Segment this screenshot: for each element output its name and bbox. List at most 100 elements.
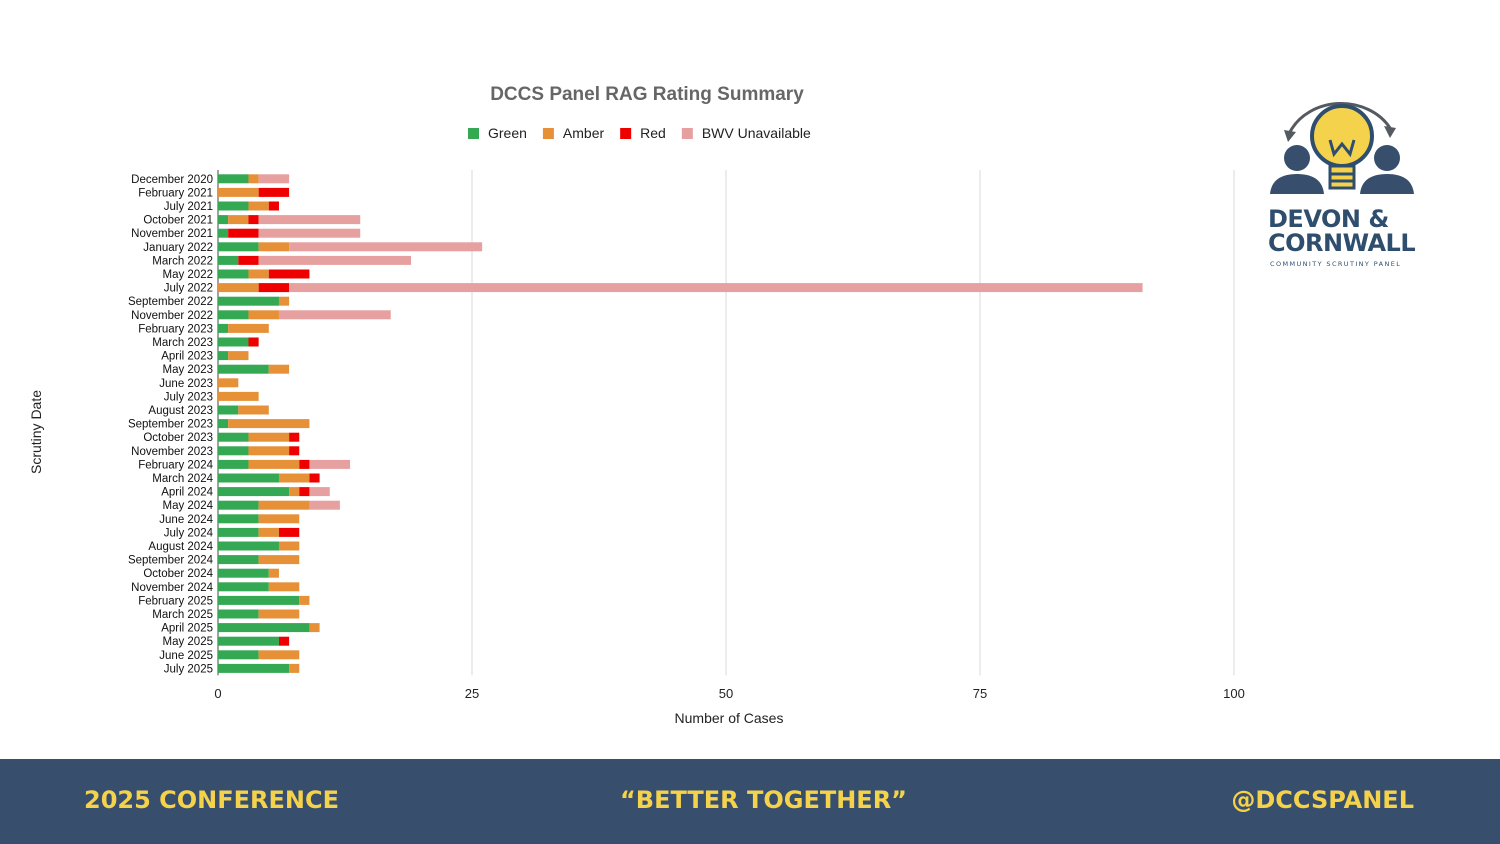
y-tick-label: March 2022	[152, 255, 213, 267]
legend-label: Red	[640, 125, 666, 141]
bar-segment	[248, 174, 259, 184]
bar-segment	[248, 459, 300, 469]
bar-segment	[218, 541, 279, 551]
y-tick-label: October 2024	[143, 568, 213, 580]
y-tick-label: November 2024	[131, 582, 213, 594]
bar-segment	[268, 582, 300, 592]
bar-segment	[218, 337, 249, 347]
y-tick-label: November 2023	[131, 446, 213, 458]
bar-segment	[258, 228, 361, 238]
x-tick-label: 50	[719, 686, 733, 701]
bar-segment	[218, 595, 300, 605]
footer-conference: 2025 CONFERENCE	[84, 786, 340, 814]
bar-segment	[218, 242, 259, 252]
bar-segment	[218, 582, 269, 592]
y-tick-label: May 2025	[162, 636, 213, 648]
chart-bars	[218, 174, 1143, 673]
bar-segment	[218, 623, 310, 633]
y-tick-label: September 2023	[128, 419, 213, 431]
x-axis-label: Number of Cases	[675, 710, 784, 726]
bar-segment	[248, 310, 279, 320]
bar-segment	[258, 242, 290, 252]
bar-segment	[218, 364, 269, 374]
bar-segment	[218, 391, 259, 401]
bar-segment	[218, 201, 249, 211]
bar-segment	[309, 459, 351, 469]
bar-segment	[248, 215, 259, 225]
y-tick-label: May 2023	[162, 364, 213, 376]
y-tick-label: September 2022	[128, 296, 213, 308]
y-tick-label: March 2024	[152, 473, 213, 485]
y-tick-label: February 2024	[138, 459, 213, 471]
bar-segment	[289, 446, 300, 456]
bar-segment	[238, 255, 259, 265]
bar-segment	[278, 636, 290, 646]
y-tick-label: July 2024	[164, 527, 214, 539]
bar-segment	[258, 650, 300, 660]
y-tick-label: March 2023	[152, 337, 213, 349]
y-tick-label: February 2025	[138, 595, 213, 607]
chart-title: DCCS Panel RAG Rating Summary	[490, 84, 804, 105]
y-tick-label: May 2024	[162, 500, 213, 512]
bar-segment	[278, 541, 300, 551]
bar-segment	[218, 487, 290, 497]
bar-segment	[248, 269, 269, 279]
bar-segment	[228, 323, 269, 333]
bar-segment	[309, 473, 320, 483]
y-tick-label: January 2022	[143, 242, 213, 254]
bar-segment	[258, 283, 290, 293]
bar-segment	[268, 568, 279, 578]
bar-segment	[248, 446, 290, 456]
y-tick-label: November 2022	[131, 310, 213, 322]
x-tick-label: 25	[465, 686, 479, 701]
bar-segment	[218, 228, 229, 238]
bar-segment	[218, 555, 259, 565]
y-tick-label: July 2022	[164, 283, 213, 295]
bar-segment	[268, 364, 290, 374]
bar-segment	[238, 405, 269, 415]
y-tick-label: March 2025	[152, 609, 213, 621]
y-tick-label: June 2024	[159, 514, 213, 526]
legend-swatch	[620, 128, 632, 139]
legend-swatch	[542, 128, 554, 139]
bar-segment	[218, 527, 259, 537]
bar-segment	[289, 487, 300, 497]
legend-label: BWV Unavailable	[702, 125, 811, 141]
bar-segment	[268, 269, 310, 279]
bar-segment	[218, 174, 249, 184]
logo-subtitle: COMMUNITY SCRUTINY PANEL	[1270, 260, 1402, 268]
bar-segment	[218, 187, 259, 197]
rag-rating-chart: DCCS Panel RAG Rating Summary Green Amber…	[28, 84, 1245, 726]
legend-label: Amber	[563, 125, 605, 141]
logo-text-line2: CORNWALL	[1268, 229, 1416, 257]
bar-segment	[228, 351, 249, 361]
y-tick-label: October 2021	[143, 215, 213, 227]
bar-segment	[218, 296, 279, 306]
bar-segment	[218, 405, 239, 415]
bar-segment	[218, 663, 290, 673]
bar-segment	[258, 527, 279, 537]
y-tick-label: July 2023	[164, 391, 213, 403]
footer-bar: 2025 CONFERENCE “BETTER TOGETHER” @DCCSP…	[0, 759, 1500, 844]
bar-segment	[218, 283, 259, 293]
bar-segment	[218, 215, 229, 225]
chart-legend: Green Amber Red BWV Unavailable	[468, 125, 811, 141]
bar-segment	[218, 568, 269, 578]
bar-segment	[258, 255, 412, 265]
bar-segment	[218, 310, 249, 320]
y-tick-label: April 2025	[161, 623, 213, 635]
y-tick-label: June 2025	[159, 650, 213, 662]
y-tick-label: October 2023	[143, 432, 213, 444]
bar-segment	[218, 432, 249, 442]
bar-segment	[228, 419, 310, 429]
bar-segment	[218, 459, 249, 469]
bar-segment	[228, 228, 259, 238]
bar-segment	[289, 432, 300, 442]
legend-swatch	[468, 128, 479, 139]
bar-segment	[258, 555, 300, 565]
bar-segment	[309, 500, 340, 510]
lightbulb-people-icon	[1270, 102, 1414, 194]
bar-segment	[278, 310, 391, 320]
legend-label: Green	[488, 125, 527, 141]
